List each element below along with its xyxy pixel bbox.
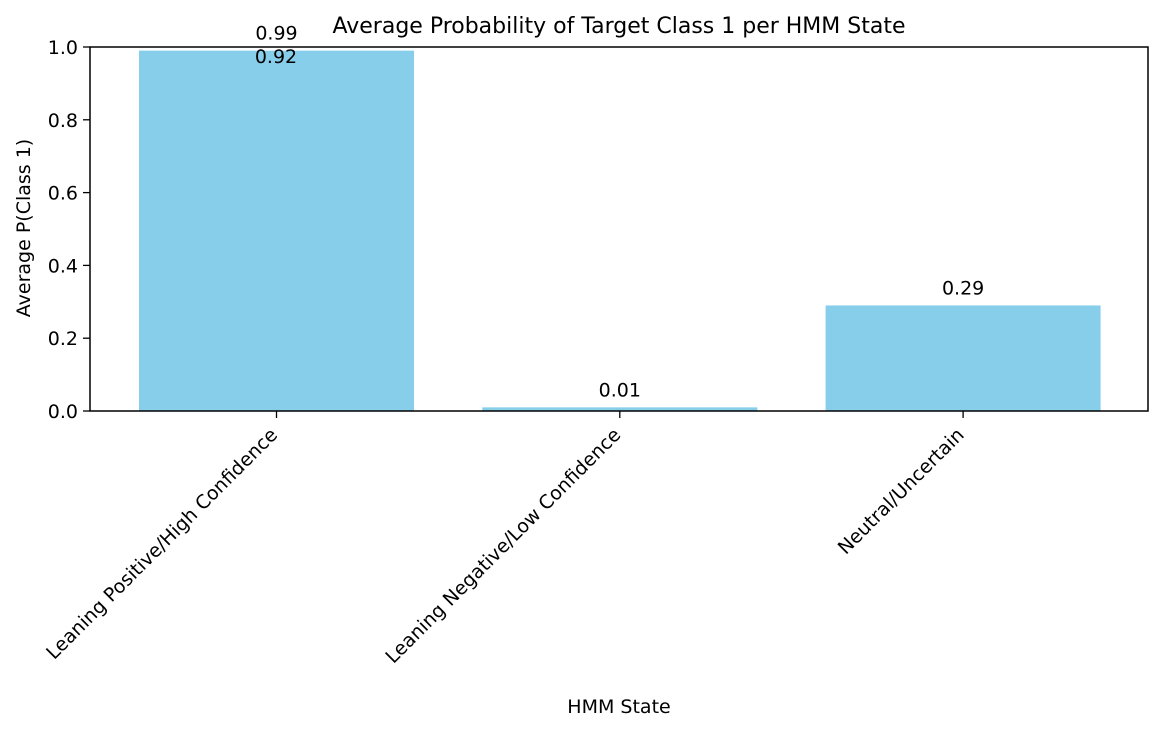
y-axis-label: Average P(Class 1) bbox=[13, 139, 35, 317]
annotation-label: 0.92 bbox=[255, 46, 297, 68]
bar bbox=[139, 50, 414, 411]
y-tick-label: 0.8 bbox=[48, 110, 78, 132]
y-tick-label: 0.4 bbox=[48, 255, 78, 277]
plot-area-frame bbox=[89, 46, 1149, 412]
y-axis: 0.0 0.2 0.4 0.6 0.8 1.0 bbox=[48, 37, 90, 423]
bar-labels-group: 0.99 0.01 0.29 bbox=[255, 23, 984, 402]
bar-value-label: 0.01 bbox=[599, 379, 641, 401]
bar bbox=[482, 407, 758, 411]
bars-group bbox=[139, 50, 1101, 411]
y-tick-label: 0.6 bbox=[48, 183, 78, 205]
y-tick-label: 0.0 bbox=[48, 401, 78, 423]
y-tick-label: 1.0 bbox=[48, 37, 78, 59]
bar-value-label: 0.29 bbox=[942, 277, 984, 299]
chart-title: Average Probability of Target Class 1 pe… bbox=[332, 14, 905, 39]
y-tick-label: 0.2 bbox=[48, 328, 78, 350]
x-axis-label: HMM State bbox=[567, 696, 670, 718]
bar-value-label: 0.99 bbox=[255, 23, 297, 45]
bar bbox=[825, 305, 1101, 411]
